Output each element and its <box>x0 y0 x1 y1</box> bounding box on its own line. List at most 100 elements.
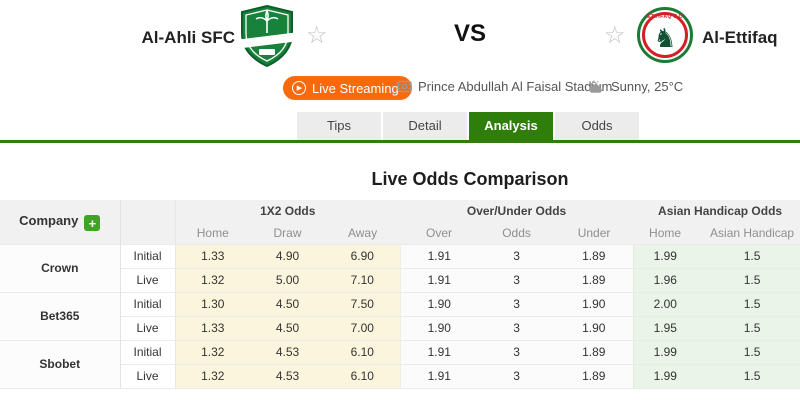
odds-value: 1.32 <box>175 267 250 292</box>
group-header-over-under: Over/Under Odds <box>400 200 634 222</box>
odds-value: 1.90 <box>399 315 479 340</box>
row-type-label: Initial <box>120 291 176 316</box>
table-sub-header-row: Home Draw Away Over Odds Under Home Asia… <box>0 222 800 244</box>
venue-info: Prince Abdullah Al Faisal Stadium <box>397 79 612 94</box>
company-name: Sbobet <box>0 339 121 388</box>
company-column-header: Company + <box>0 200 121 244</box>
live-streaming-button[interactable]: ▶ Live Streaming <box>283 76 412 100</box>
weather-info: Sunny, 25°C <box>587 79 683 94</box>
odds-value: 1.90 <box>555 291 634 316</box>
company-name: Crown <box>0 243 121 292</box>
odds-value: 4.53 <box>250 363 325 388</box>
table-row: Crown Initial 1.33 4.90 6.90 1.91 3 1.89… <box>0 243 800 292</box>
odds-value: 1.91 <box>399 339 479 364</box>
company-name: Bet365 <box>0 291 121 340</box>
odds-value: 1.5 <box>697 291 800 316</box>
odds-value: 4.53 <box>250 339 325 364</box>
tab-odds[interactable]: Odds <box>555 112 639 140</box>
odds-value: 1.33 <box>175 243 250 268</box>
odds-value: 4.90 <box>250 243 325 268</box>
odds-value: 1.96 <box>632 267 698 292</box>
table-row: Live 1.32 4.53 6.10 1.91 3 1.89 1.99 1.5 <box>0 363 800 388</box>
subheader-home: Home <box>175 222 250 244</box>
subheader-ah-home: Home <box>633 222 698 244</box>
table-row: Live 1.32 5.00 7.10 1.91 3 1.89 1.96 1.5 <box>0 267 800 292</box>
section-title: Live Odds Comparison <box>371 169 569 189</box>
odds-value: 1.90 <box>555 315 634 340</box>
odds-value: 1.95 <box>632 315 698 340</box>
odds-value: 3 <box>478 315 556 340</box>
odds-value: 1.5 <box>697 243 800 268</box>
home-team-logo <box>239 5 295 67</box>
subheader-asian-handicap: Asian Handicap <box>697 222 800 244</box>
tab-underline <box>0 140 800 143</box>
odds-value: 1.90 <box>399 291 479 316</box>
odds-value: 3 <box>478 243 556 268</box>
odds-value: 6.10 <box>325 363 401 388</box>
vs-label: VS <box>453 20 486 47</box>
odds-value: 6.90 <box>325 243 401 268</box>
away-favorite-star-icon[interactable]: ☆ <box>604 22 626 49</box>
odds-value: 1.5 <box>697 267 800 292</box>
company-header-label: Company <box>19 212 79 228</box>
odds-value: 1.5 <box>697 315 800 340</box>
odds-value: 3 <box>478 267 556 292</box>
odds-value: 7.10 <box>325 267 401 292</box>
odds-value: 3 <box>478 363 556 388</box>
odds-value: 1.99 <box>632 339 698 364</box>
horse-icon: ♞ <box>653 23 677 53</box>
odds-value: 1.32 <box>175 339 250 364</box>
odds-value: 1.89 <box>555 363 634 388</box>
odds-value: 2.00 <box>632 291 698 316</box>
subheader-away: Away <box>325 222 401 244</box>
away-logo-text: ETTIFAQ F.C <box>647 14 683 20</box>
subheader-under: Under <box>555 222 634 244</box>
group-header-asian-handicap: Asian Handicap Odds <box>633 200 800 222</box>
odds-value: 3 <box>478 339 556 364</box>
weather-text: Sunny, 25°C <box>611 79 684 94</box>
odds-value: 1.89 <box>555 267 634 292</box>
odds-value: 1.5 <box>697 339 800 364</box>
odds-value: 1.91 <box>399 243 479 268</box>
row-type-label: Live <box>120 315 176 340</box>
subheader-over: Over <box>400 222 479 244</box>
tab-analysis[interactable]: Analysis <box>469 112 553 140</box>
subheader-odds: Odds <box>478 222 556 244</box>
odds-value: 1.30 <box>175 291 250 316</box>
odds-value: 6.10 <box>325 339 401 364</box>
odds-comparison-table: Company + 1X2 Odds Over/Under Odds Asian … <box>0 200 800 389</box>
odds-value: 1.32 <box>175 363 250 388</box>
tab-detail[interactable]: Detail <box>383 112 467 140</box>
odds-value: 1.89 <box>555 243 634 268</box>
table-group-header-row: Company + 1X2 Odds Over/Under Odds Asian … <box>0 200 800 244</box>
odds-value: 1.99 <box>632 363 698 388</box>
odds-value: 5.00 <box>250 267 325 292</box>
home-favorite-star-icon[interactable]: ☆ <box>306 22 328 49</box>
table-row: Bet365 Initial 1.30 4.50 7.50 1.90 3 1.9… <box>0 291 800 340</box>
live-streaming-label: Live Streaming <box>312 80 399 96</box>
away-team-logo: ♞ ETTIFAQ F.C <box>637 7 693 63</box>
add-company-button[interactable]: + <box>84 215 101 231</box>
odds-value: 3 <box>478 291 556 316</box>
odds-value: 1.99 <box>632 243 698 268</box>
odds-value: 1.89 <box>555 339 634 364</box>
odds-value: 4.50 <box>250 315 325 340</box>
group-header-1x2: 1X2 Odds <box>175 200 401 222</box>
odds-value: 7.00 <box>325 315 401 340</box>
subheader-draw: Draw <box>250 222 325 244</box>
tab-bar: Tips Detail Analysis Odds <box>297 112 639 140</box>
venue-text: Prince Abdullah Al Faisal Stadium <box>418 79 613 94</box>
odds-value: 1.5 <box>697 363 800 388</box>
tab-tips[interactable]: Tips <box>297 112 381 140</box>
odds-value: 7.50 <box>325 291 401 316</box>
table-row: Sbobet Initial 1.32 4.53 6.10 1.91 3 1.8… <box>0 339 800 388</box>
row-type-column-header <box>120 200 176 244</box>
odds-value: 1.91 <box>399 363 479 388</box>
away-team-name: Al-Ettifaq <box>702 28 778 47</box>
table-row: Live 1.33 4.50 7.00 1.90 3 1.90 1.95 1.5 <box>0 315 800 340</box>
odds-value: 1.91 <box>399 267 479 292</box>
away-logo-ring: ♞ <box>642 12 688 58</box>
odds-value: 4.50 <box>250 291 325 316</box>
row-type-label: Live <box>120 363 176 388</box>
